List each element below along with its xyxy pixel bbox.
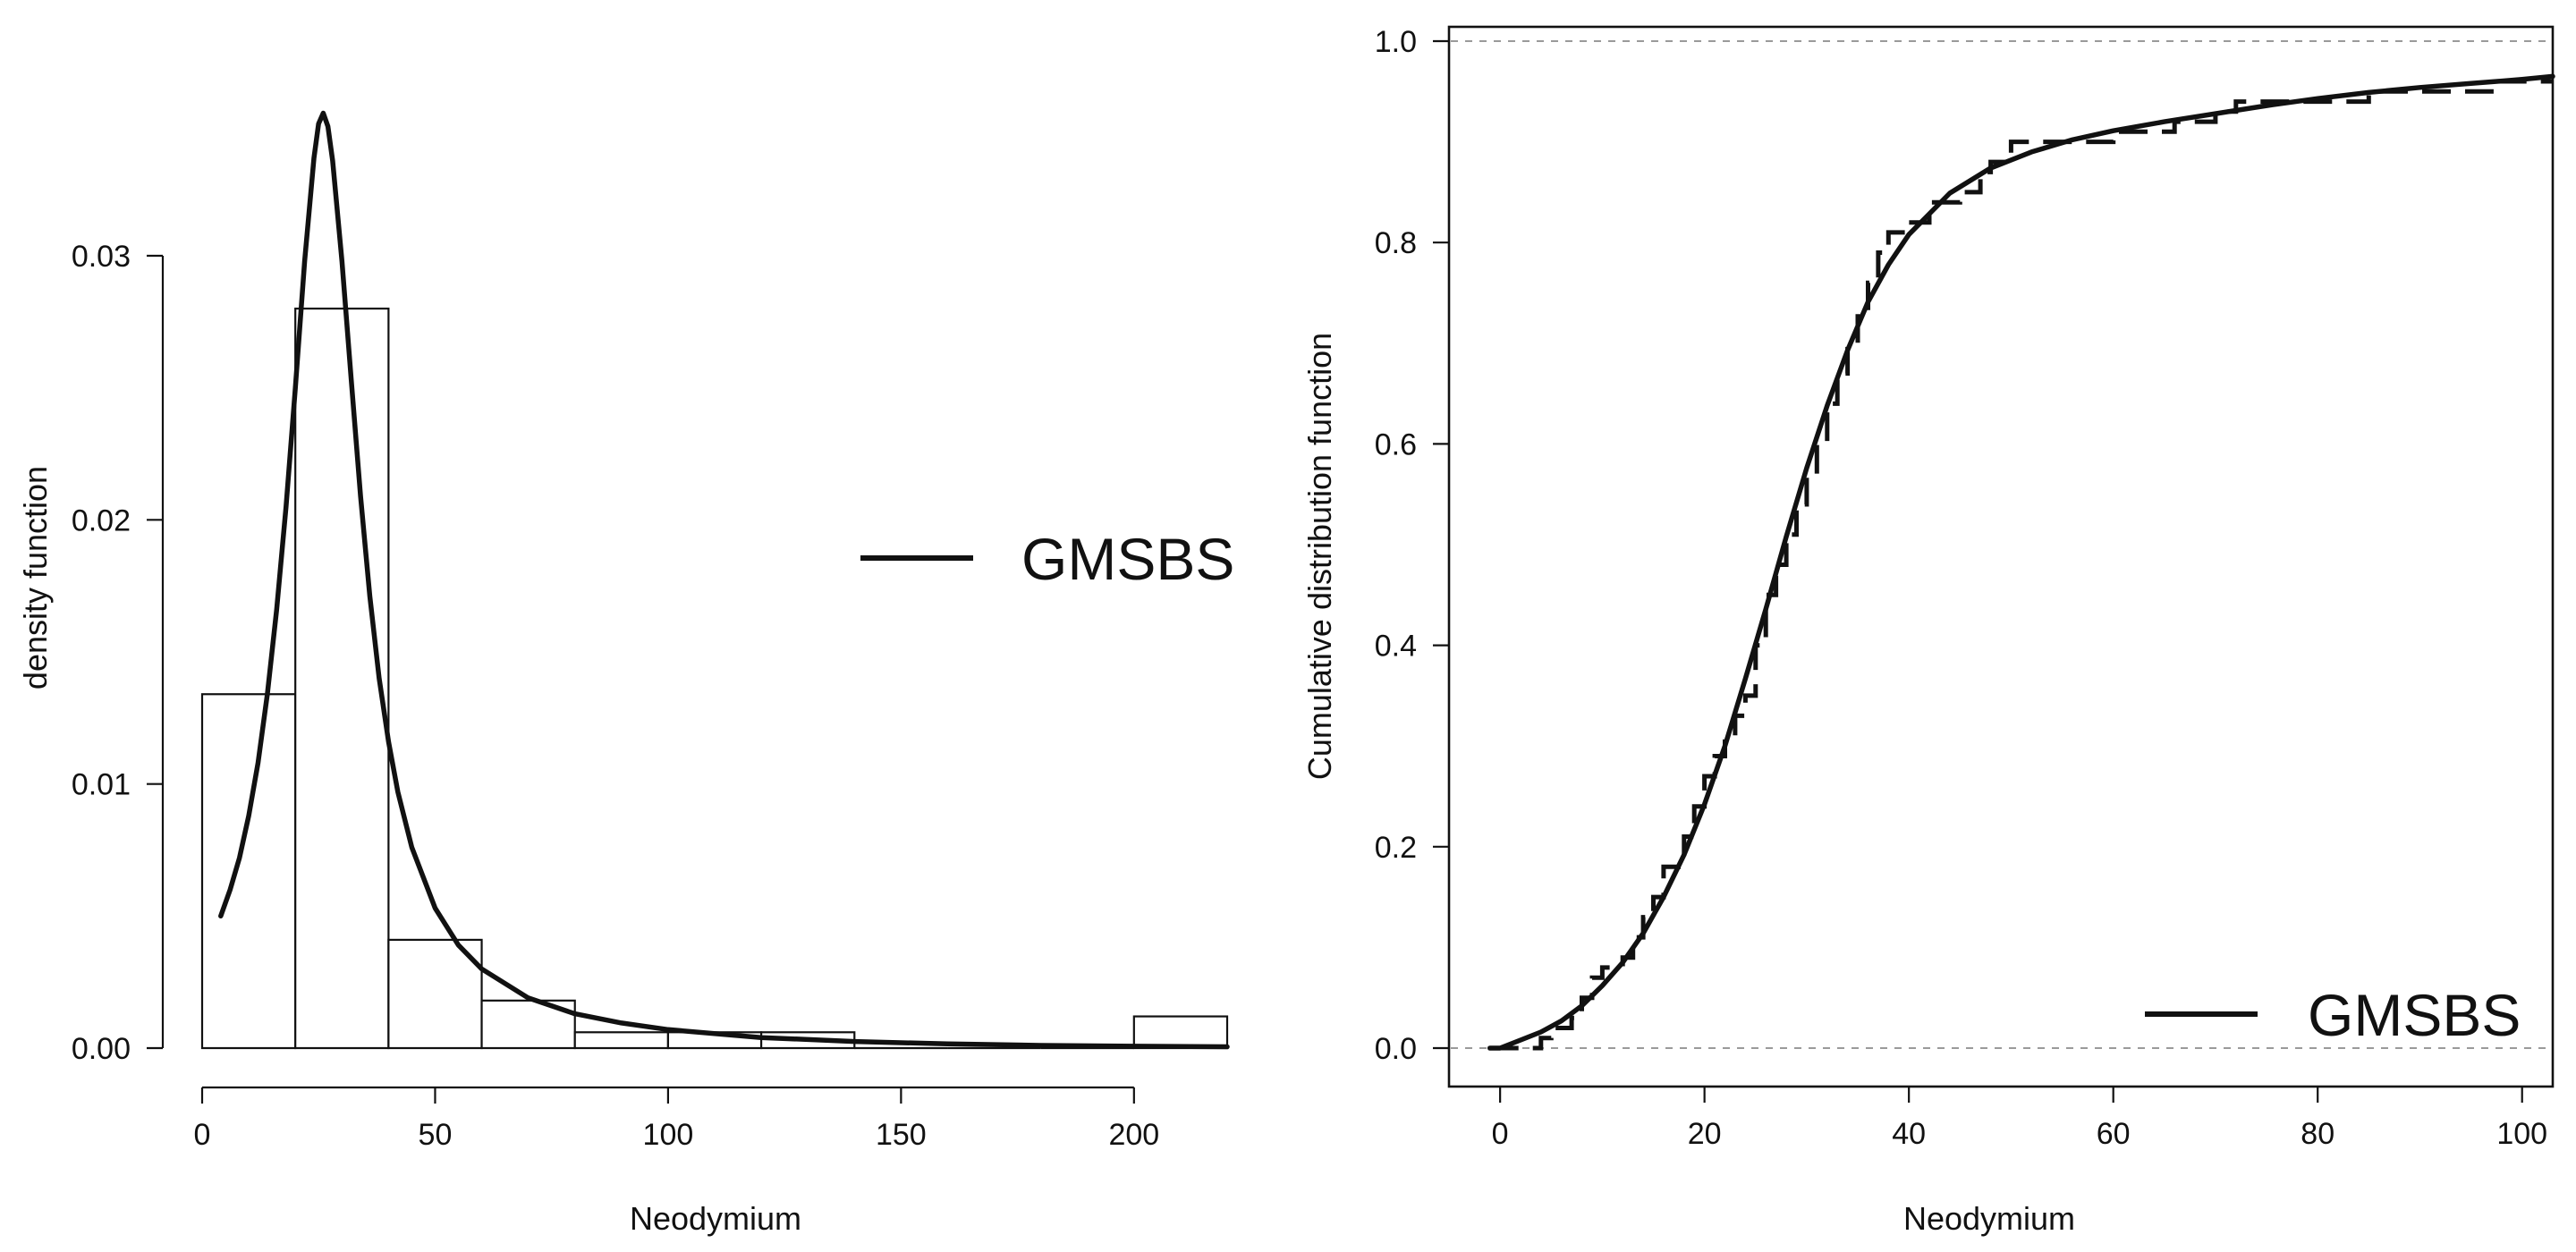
y-tick-label: 0.02 xyxy=(72,503,131,537)
cdf-panel: 0 20 40 60 80 100 0.0 0.2 0.4 0.6 0.8 1.0 Neodymiu… xyxy=(1301,25,2555,1237)
legend-label: GMSBS xyxy=(1021,526,1234,592)
cdf-plot-frame xyxy=(1447,25,2555,1088)
legend-label: GMSBS xyxy=(2308,982,2521,1048)
x-tick-label: 0 xyxy=(194,1118,211,1152)
y-tick-label: 0.8 xyxy=(1375,226,1417,260)
histogram-y-axis-label: density function xyxy=(17,466,54,689)
histogram-x-axis-label: Neodymium xyxy=(630,1200,801,1237)
y-tick-label: 0.6 xyxy=(1375,427,1417,461)
gmsbs-density-curve xyxy=(218,110,1230,1050)
x-tick-label: 40 xyxy=(1892,1117,1926,1151)
y-tick-label: 0.03 xyxy=(72,240,131,274)
cdf-y-axis: 0.0 0.2 0.4 0.6 0.8 1.0 xyxy=(1375,25,1449,1066)
cdf-legend: GMSBS xyxy=(2145,982,2521,1048)
y-tick-label: 1.0 xyxy=(1375,25,1417,59)
x-tick-label: 100 xyxy=(643,1118,694,1152)
histogram-legend: GMSBS xyxy=(860,526,1234,592)
histogram-bar xyxy=(1132,1015,1229,1050)
y-tick-label: 0.0 xyxy=(1375,1032,1417,1066)
histogram-y-axis: 0.00 0.01 0.02 0.03 xyxy=(72,240,165,1066)
histogram-bar xyxy=(200,693,297,1050)
y-tick-label: 0.4 xyxy=(1375,630,1417,664)
histogram-bar xyxy=(573,1031,670,1050)
histogram-bar xyxy=(387,938,483,1050)
cdf-y-axis-label: Cumulative distribution function xyxy=(1301,333,1338,780)
histogram-panel: 0 50 100 150 200 0.000.010.020.03 Neodymium … xyxy=(17,110,1234,1237)
x-tick-label: 150 xyxy=(876,1118,927,1152)
y-tick-label: 0.01 xyxy=(72,768,131,802)
x-tick-label: 60 xyxy=(2097,1117,2131,1151)
y-tick-label: 0.2 xyxy=(1375,831,1417,865)
cdf-reference-lines xyxy=(1451,40,2551,1049)
x-tick-label: 80 xyxy=(2301,1117,2334,1151)
empirical-cdf-step xyxy=(1489,79,2553,1051)
histogram-x-axis: 0 50 100 150 200 xyxy=(194,1086,1159,1152)
x-tick-label: 200 xyxy=(1108,1118,1159,1152)
x-tick-label: 100 xyxy=(2496,1117,2547,1151)
y-tick-label: 0.00 xyxy=(72,1032,131,1066)
x-tick-label: 20 xyxy=(1688,1117,1722,1151)
histogram-bar xyxy=(294,307,390,1050)
cdf-x-axis-label: Neodymium xyxy=(1903,1200,2075,1237)
gmsbs-cdf-curve xyxy=(1487,73,2555,1051)
cdf-x-axis: 0 20 40 60 80 100 xyxy=(1492,1087,2547,1151)
x-tick-label: 50 xyxy=(419,1118,453,1152)
x-tick-label: 0 xyxy=(1492,1117,1509,1151)
